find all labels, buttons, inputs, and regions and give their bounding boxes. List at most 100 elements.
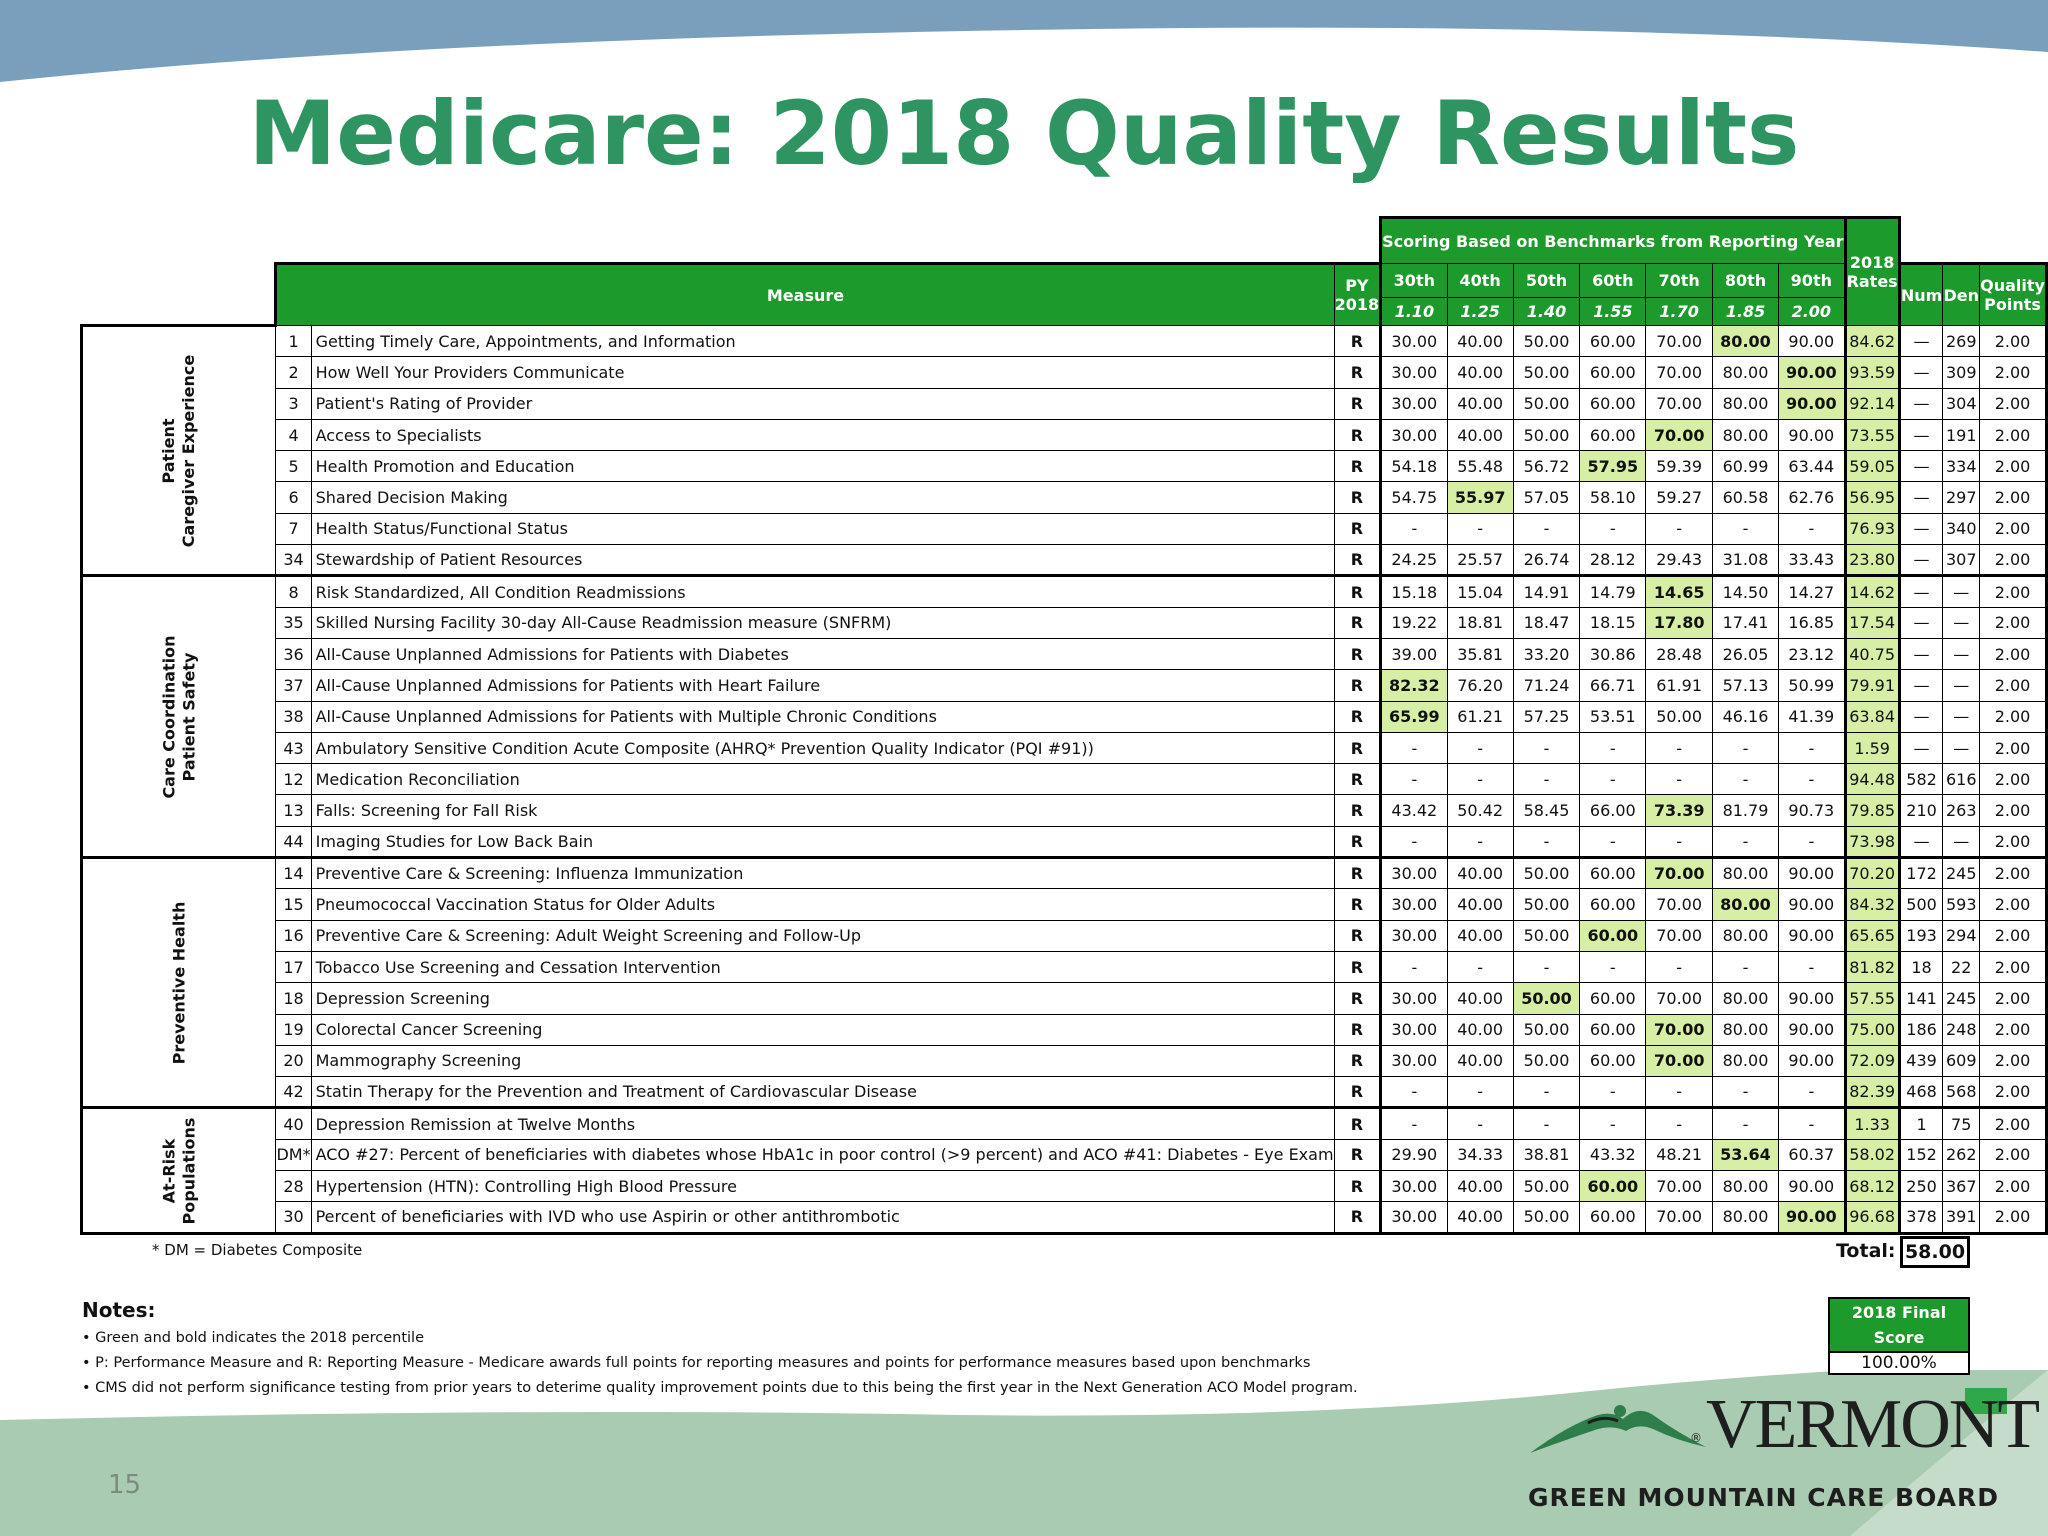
benchmark-cell: 61.91 [1645, 669, 1713, 702]
measure-name: ACO #27: Percent of beneficiaries with d… [310, 1138, 1335, 1172]
table-row: 7 Health Status/Functional Status R - - - - - - -… [82, 512, 2048, 546]
rate-cell: 92.14 [1843, 387, 1901, 420]
quality-points-cell: 2.00 [1979, 763, 2048, 796]
benchmark-cell: 70.00 [1645, 888, 1713, 921]
measure-number: 8 [275, 575, 312, 608]
benchmark-cell: - [1645, 950, 1713, 984]
benchmark-cell: 14.65 [1645, 575, 1713, 608]
category-care-coordination: Care Coordination Patient Safety [79, 574, 277, 860]
benchmark-cell: 26.05 [1711, 637, 1780, 671]
measure-name: Tobacco Use Screening and Cessation Inte… [310, 950, 1335, 984]
points-header: 1.55 [1579, 297, 1647, 326]
benchmark-cell: - [1645, 731, 1713, 765]
scoring-group-header: Scoring Based on Benchmarks from Reporti… [1379, 216, 1846, 264]
benchmark-cell: - [1645, 763, 1713, 796]
den-cell: 304 [1942, 387, 1981, 420]
benchmark-cell: 17.80 [1645, 606, 1713, 639]
benchmark-cell: 54.18 [1379, 450, 1448, 483]
table-row: 13 Falls: Screening for Fall Risk R 43.42 50… [82, 794, 2048, 827]
final-score-value: 100.00% [1830, 1351, 1968, 1373]
benchmark-cell: - [1379, 1107, 1448, 1140]
benchmark-cell: 30.00 [1379, 1044, 1448, 1078]
points-header: 1.40 [1512, 297, 1581, 326]
benchmark-cell: - [1379, 763, 1448, 796]
benchmark-cell: 40.00 [1446, 888, 1514, 921]
gmcb-logo: ® VERMONT GREEN MOUNTAIN CARE BOARD [1528, 1385, 2040, 1515]
den-cell: — [1942, 731, 1981, 765]
benchmark-cell: - [1778, 512, 1846, 546]
points-header: 2.00 [1778, 297, 1846, 326]
benchmark-cell: 71.24 [1512, 669, 1581, 702]
quality-points-cell: 2.00 [1979, 324, 2048, 358]
benchmark-cell: 40.00 [1446, 387, 1514, 420]
benchmark-cell: 55.48 [1446, 450, 1514, 483]
benchmark-cell: - [1711, 950, 1780, 984]
num-cell: — [1898, 387, 1944, 420]
measure-number: 20 [275, 1044, 312, 1078]
den-cell: 367 [1942, 1170, 1981, 1203]
table-row: 16 Preventive Care & Screening: Adult Wei… [82, 919, 2048, 952]
num-cell: 193 [1898, 919, 1944, 952]
benchmark-cell: - [1379, 731, 1448, 765]
benchmark-cell: 40.00 [1446, 1044, 1514, 1078]
measure-number: 18 [275, 982, 312, 1015]
benchmark-cell: 63.44 [1778, 450, 1846, 483]
benchmark-cell: 60.00 [1579, 1170, 1647, 1203]
rate-cell: 96.68 [1843, 1201, 1901, 1235]
num-cell: 500 [1898, 888, 1944, 921]
quality-points-cell: 2.00 [1979, 1138, 2048, 1172]
measure-number: 6 [275, 481, 312, 514]
benchmark-cell: - [1512, 731, 1581, 765]
py-value: R [1333, 1201, 1382, 1235]
measure-header: Measure [274, 262, 1335, 326]
slide-title: Medicare: 2018 Quality Results [248, 82, 1800, 185]
total-value: 58.00 [1900, 1236, 1970, 1268]
benchmark-cell: 30.00 [1379, 1201, 1448, 1235]
benchmark-cell: 57.05 [1512, 481, 1581, 514]
measure-name: Preventive Care & Screening: Adult Weigh… [310, 919, 1335, 952]
benchmark-cell: 40.00 [1446, 919, 1514, 952]
benchmark-cell: 40.00 [1446, 1013, 1514, 1046]
measure-number: 5 [275, 450, 312, 483]
benchmark-cell: 40.00 [1446, 324, 1514, 358]
den-cell: 248 [1942, 1013, 1981, 1046]
benchmark-cell: 24.25 [1379, 544, 1448, 578]
rate-cell: 70.20 [1843, 857, 1901, 890]
benchmark-cell: 50.00 [1512, 418, 1581, 452]
measure-name: Hypertension (HTN): Controlling High Blo… [310, 1170, 1335, 1203]
num-cell: — [1898, 669, 1944, 702]
num-cell: — [1898, 825, 1944, 860]
rate-cell: 81.82 [1843, 950, 1901, 984]
benchmark-cell: 70.00 [1645, 919, 1713, 952]
benchmark-cell: - [1645, 1076, 1713, 1110]
benchmark-cell: 50.42 [1446, 794, 1514, 827]
py-value: R [1333, 387, 1382, 420]
rate-cell: 84.62 [1843, 324, 1901, 358]
num-cell: — [1898, 606, 1944, 639]
benchmark-cell: 14.91 [1512, 575, 1581, 608]
table-row: 43 Ambulatory Sensitive Condition Acute C… [82, 731, 2048, 765]
measure-number: 2 [275, 356, 312, 389]
table-row: 5 Health Promotion and Education R 54.18 55.… [82, 450, 2048, 483]
benchmark-cell: 59.27 [1645, 481, 1713, 514]
den-cell: — [1942, 637, 1981, 671]
measure-name: Getting Timely Care, Appointments, and I… [310, 324, 1335, 358]
py-value: R [1333, 1044, 1382, 1078]
measure-number: 44 [275, 825, 312, 860]
table-row: 37 All-Cause Unplanned Admissions for Pat… [82, 669, 2048, 702]
measure-number: 30 [275, 1201, 312, 1235]
rate-cell: 65.65 [1843, 919, 1901, 952]
table-row: 18 Depression Screening R 30.00 40.00 50.00 60… [82, 982, 2048, 1015]
num-cell: — [1898, 637, 1944, 671]
measure-number: 43 [275, 731, 312, 765]
benchmark-cell: - [1778, 1076, 1846, 1110]
benchmark-cell: 57.13 [1711, 669, 1780, 702]
benchmark-cell: - [1645, 1107, 1713, 1140]
num-cell: — [1898, 512, 1944, 546]
final-score-label: 2018 Final Score [1830, 1299, 1968, 1351]
note-item: • P: Performance Measure and R: Reportin… [82, 1355, 1311, 1371]
quality-points-cell: 2.00 [1979, 669, 2048, 702]
table-row: 3 Patient's Rating of Provider R 30.00 40.00… [82, 387, 2048, 420]
py-value: R [1333, 1107, 1382, 1140]
py-value: R [1333, 763, 1382, 796]
